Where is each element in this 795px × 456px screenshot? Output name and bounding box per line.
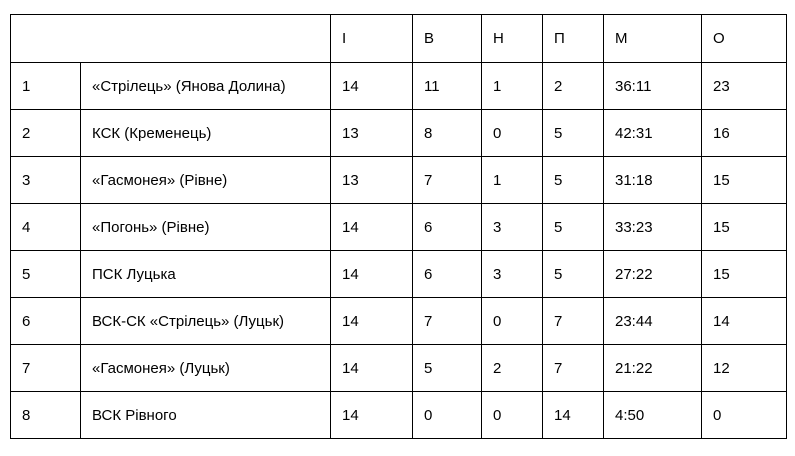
table-row: 6 ВСК-СК «Стрілець» (Луцьк) 14 7 0 7 23:… [10,297,787,345]
team-name-cell: КСК (Кременець) [80,109,331,157]
points-cell: 16 [701,109,787,157]
position-cell: 5 [10,250,81,298]
games-played-cell: 14 [330,391,413,439]
wins-cell: 5 [412,344,482,392]
header-goals: М [603,14,702,63]
table-row: 8 ВСК Рівного 14 0 0 14 4:50 0 [10,391,787,439]
team-name-cell: «Гасмонея» (Луцьк) [80,344,331,392]
table-row: 4 «Погонь» (Рівне) 14 6 3 5 33:23 15 [10,203,787,251]
goals-ratio-cell: 23:44 [603,297,702,345]
goals-ratio-cell: 21:22 [603,344,702,392]
position-cell: 8 [10,391,81,439]
goals-ratio-cell: 27:22 [603,250,702,298]
games-played-cell: 14 [330,297,413,345]
draws-cell: 0 [481,297,543,345]
header-team-cell [10,14,331,63]
losses-cell: 7 [542,344,604,392]
games-played-cell: 13 [330,109,413,157]
goals-ratio-cell: 42:31 [603,109,702,157]
league-standings-table: І В Н П М О 1 «Стрілець» (Янова Долина) … [10,14,787,439]
position-cell: 4 [10,203,81,251]
points-cell: 23 [701,62,787,110]
wins-cell: 6 [412,250,482,298]
team-name-cell: ПСК Луцька [80,250,331,298]
points-cell: 12 [701,344,787,392]
goals-ratio-cell: 36:11 [603,62,702,110]
games-played-cell: 14 [330,62,413,110]
team-name-cell: «Погонь» (Рівне) [80,203,331,251]
header-points: О [701,14,787,63]
draws-cell: 1 [481,156,543,204]
wins-cell: 11 [412,62,482,110]
draws-cell: 2 [481,344,543,392]
position-cell: 1 [10,62,81,110]
losses-cell: 2 [542,62,604,110]
header-games-played: І [330,14,413,63]
position-cell: 2 [10,109,81,157]
games-played-cell: 14 [330,250,413,298]
position-cell: 7 [10,344,81,392]
team-name-cell: «Гасмонея» (Рівне) [80,156,331,204]
games-played-cell: 13 [330,156,413,204]
draws-cell: 3 [481,250,543,298]
losses-cell: 5 [542,109,604,157]
wins-cell: 6 [412,203,482,251]
losses-cell: 14 [542,391,604,439]
wins-cell: 8 [412,109,482,157]
goals-ratio-cell: 4:50 [603,391,702,439]
points-cell: 0 [701,391,787,439]
header-row: І В Н П М О [10,14,787,63]
team-name-cell: ВСК Рівного [80,391,331,439]
draws-cell: 3 [481,203,543,251]
losses-cell: 5 [542,250,604,298]
position-cell: 6 [10,297,81,345]
points-cell: 15 [701,156,787,204]
header-draws: Н [481,14,543,63]
games-played-cell: 14 [330,203,413,251]
losses-cell: 5 [542,156,604,204]
draws-cell: 0 [481,109,543,157]
team-name-cell: «Стрілець» (Янова Долина) [80,62,331,110]
header-losses: П [542,14,604,63]
draws-cell: 1 [481,62,543,110]
games-played-cell: 14 [330,344,413,392]
points-cell: 15 [701,203,787,251]
points-cell: 15 [701,250,787,298]
draws-cell: 0 [481,391,543,439]
table-row: 2 КСК (Кременець) 13 8 0 5 42:31 16 [10,109,787,157]
position-cell: 3 [10,156,81,204]
points-cell: 14 [701,297,787,345]
goals-ratio-cell: 33:23 [603,203,702,251]
wins-cell: 7 [412,297,482,345]
table-row: 3 «Гасмонея» (Рівне) 13 7 1 5 31:18 15 [10,156,787,204]
header-wins: В [412,14,482,63]
table-row: 7 «Гасмонея» (Луцьк) 14 5 2 7 21:22 12 [10,344,787,392]
losses-cell: 5 [542,203,604,251]
goals-ratio-cell: 31:18 [603,156,702,204]
wins-cell: 7 [412,156,482,204]
wins-cell: 0 [412,391,482,439]
losses-cell: 7 [542,297,604,345]
table-row: 1 «Стрілець» (Янова Долина) 14 11 1 2 36… [10,62,787,110]
table-row: 5 ПСК Луцька 14 6 3 5 27:22 15 [10,250,787,298]
team-name-cell: ВСК-СК «Стрілець» (Луцьк) [80,297,331,345]
